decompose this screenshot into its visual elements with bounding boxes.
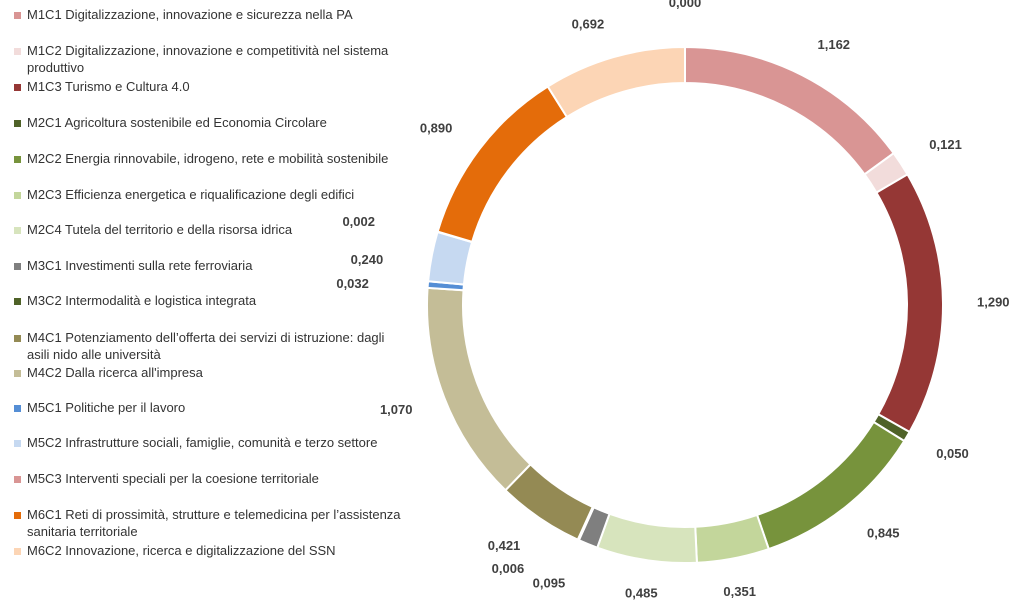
data-label: 0,095 <box>533 576 566 591</box>
legend-item: M2C4 Tutela del territorio e della risor… <box>14 221 406 238</box>
data-label: 0,485 <box>625 586 658 601</box>
legend-label: M5C1 Politiche per il lavoro <box>27 400 186 415</box>
donut-slice <box>694 513 771 564</box>
legend-item: M3C1 Investimenti sulla rete ferroviaria <box>14 257 406 274</box>
legend-label: M5C2 Infrastrutture sociali, famiglie, c… <box>27 435 378 450</box>
donut-slice <box>546 45 686 119</box>
data-label: 0,692 <box>572 16 605 31</box>
legend-swatch <box>14 512 21 519</box>
legend-swatch <box>14 120 21 127</box>
data-label: 1,162 <box>818 37 851 52</box>
legend-label: M4C1 Potenziamento dell’offerta dei serv… <box>27 330 385 362</box>
legend-swatch <box>14 440 21 447</box>
data-label: 0,351 <box>723 584 756 599</box>
data-label: 0,006 <box>492 561 525 576</box>
legend-label: M2C4 Tutela del territorio e della risor… <box>27 222 293 237</box>
legend-label: M3C2 Intermodalità e logistica integrata <box>27 293 257 308</box>
legend-label: M2C1 Agricoltura sostenibile ed Economia… <box>27 115 327 130</box>
legend-label: M2C2 Energia rinnovabile, idrogeno, rete… <box>27 151 389 166</box>
legend-swatch <box>14 298 21 305</box>
legend-item: M4C2 Dalla ricerca all'impresa <box>14 364 406 381</box>
legend-label: M1C1 Digitalizzazione, innovazione e sic… <box>27 7 353 22</box>
data-label: 0,002 <box>342 214 375 229</box>
legend-item: M2C1 Agricoltura sostenibile ed Economia… <box>14 114 406 131</box>
legend-label: M5C3 Interventi speciali per la coesione… <box>27 471 319 486</box>
legend-item: M4C1 Potenziamento dell’offerta dei serv… <box>14 329 406 363</box>
data-label: 0,240 <box>351 252 384 267</box>
legend-swatch <box>14 48 21 55</box>
legend-item: M6C1 Reti di prossimità, strutture e tel… <box>14 506 406 540</box>
legend-label: M2C3 Efficienza energetica e riqualifica… <box>27 187 355 202</box>
legend-item: M2C2 Energia rinnovabile, idrogeno, rete… <box>14 150 406 167</box>
legend-label: M3C1 Investimenti sulla rete ferroviaria <box>27 258 253 273</box>
donut-slice <box>875 173 944 434</box>
data-label: 0,032 <box>336 276 369 291</box>
data-label: 1,290 <box>977 295 1010 310</box>
donut-slice <box>596 512 698 564</box>
donut-slice <box>684 45 896 176</box>
legend-item: M1C2 Digitalizzazione, innovazione e com… <box>14 42 406 76</box>
legend-item: M6C2 Innovazione, ricerca e digitalizzaz… <box>14 542 406 559</box>
legend-label: M1C2 Digitalizzazione, innovazione e com… <box>27 43 389 75</box>
legend-item: M5C2 Infrastrutture sociali, famiglie, c… <box>14 434 406 451</box>
donut-slice <box>436 85 569 244</box>
data-label: 0,000 <box>669 0 702 10</box>
legend-item: M1C3 Turismo e Cultura 4.0 <box>14 78 406 95</box>
legend-item: M2C3 Efficienza energetica e riqualifica… <box>14 186 406 203</box>
legend-item: M3C2 Intermodalità e logistica integrata <box>14 292 406 309</box>
legend-swatch <box>14 156 21 163</box>
legend-swatch <box>14 12 21 19</box>
data-label: 0,845 <box>867 525 900 540</box>
legend-swatch <box>14 476 21 483</box>
legend-swatch <box>14 405 21 412</box>
legend-label: M6C1 Reti di prossimità, strutture e tel… <box>27 507 401 539</box>
legend-swatch <box>14 192 21 199</box>
legend-label: M1C3 Turismo e Cultura 4.0 <box>27 79 190 94</box>
legend-item: M1C1 Digitalizzazione, innovazione e sic… <box>14 6 406 23</box>
legend-swatch <box>14 548 21 555</box>
legend-swatch <box>14 263 21 270</box>
donut-slice <box>426 286 532 492</box>
legend-label: M6C2 Innovazione, ricerca e digitalizzaz… <box>27 543 336 558</box>
legend-swatch <box>14 370 21 377</box>
legend-item: M5C1 Politiche per il lavoro <box>14 399 406 416</box>
data-label: 1,070 <box>380 402 413 417</box>
legend-swatch <box>14 335 21 342</box>
data-label: 0,890 <box>420 121 453 136</box>
data-label: 0,121 <box>929 137 962 152</box>
legend-swatch <box>14 227 21 234</box>
data-label: 0,050 <box>936 446 969 461</box>
legend-label: M4C2 Dalla ricerca all'impresa <box>27 365 203 380</box>
chart-legend: M1C1 Digitalizzazione, innovazione e sic… <box>0 0 410 610</box>
legend-item: M5C3 Interventi speciali per la coesione… <box>14 470 406 487</box>
data-label: 0,421 <box>488 538 521 553</box>
legend-swatch <box>14 84 21 91</box>
